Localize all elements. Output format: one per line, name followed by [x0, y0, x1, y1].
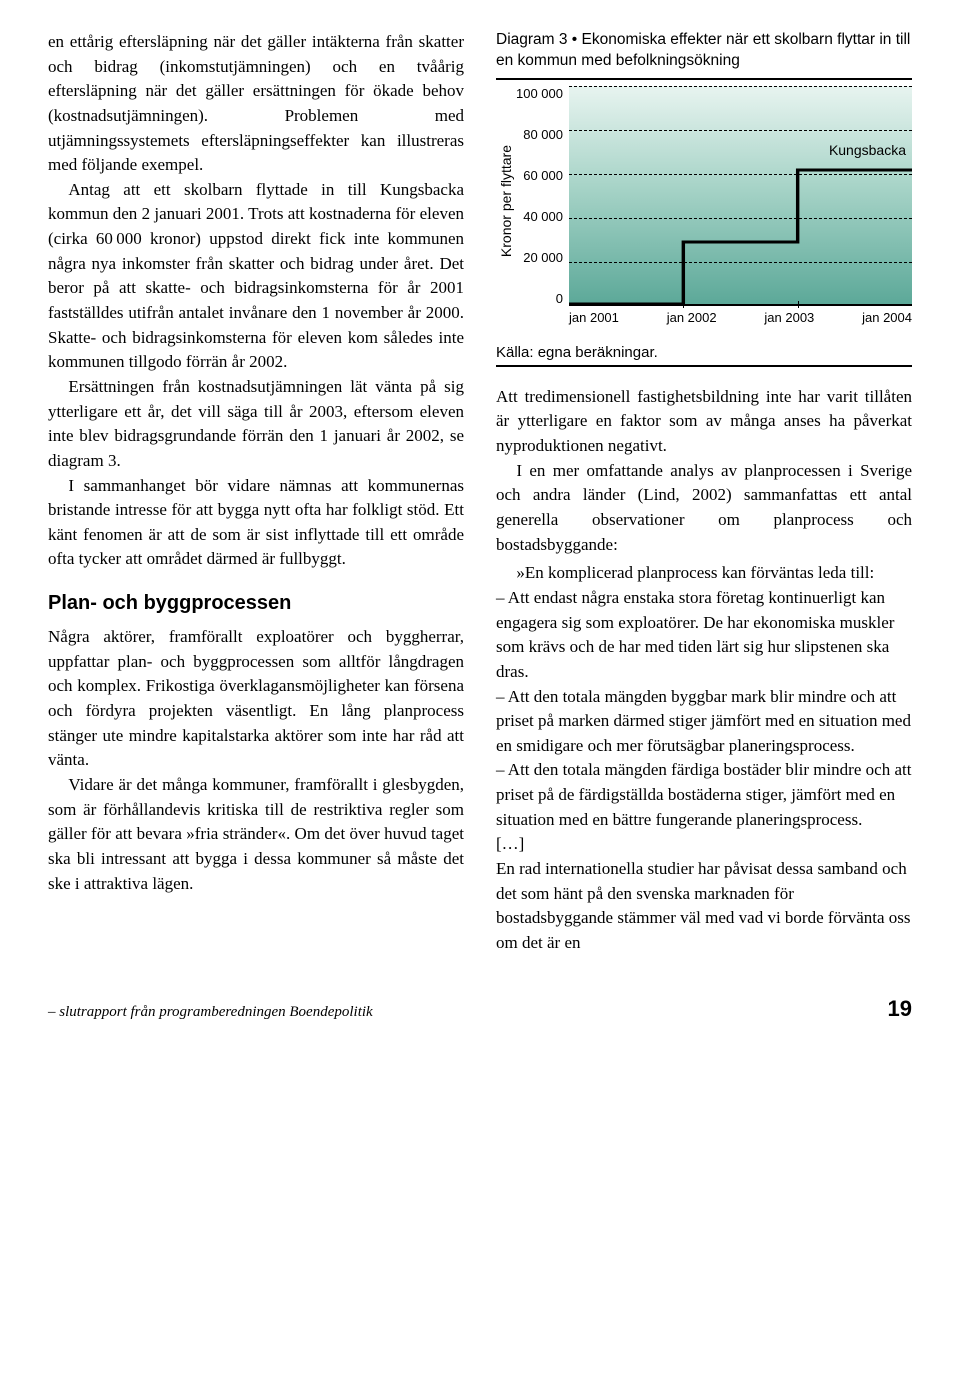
ytick: 100 000 [516, 86, 563, 101]
right-column: Diagram 3 • Ekonomiska effekter när ett … [496, 30, 912, 956]
left-column: en ettårig eftersläpning när det gäller … [48, 30, 464, 956]
paragraph: Vidare är det många kommuner, framförall… [48, 773, 464, 896]
paragraph: Några aktörer, framförallt exploatörer o… [48, 625, 464, 773]
step-series [569, 86, 912, 306]
y-axis-ticks: 100 000 80 000 60 000 40 000 20 000 0 [516, 86, 569, 306]
paragraph: en ettårig eftersläpning när det gäller … [48, 30, 464, 178]
chart-area: Kronor per flyttare 100 000 80 000 60 00… [496, 86, 912, 336]
chart-rule [496, 365, 912, 367]
quote-line: – Att den totala mängden byggbar mark bl… [496, 685, 912, 759]
ytick: 0 [516, 291, 563, 306]
series-label: Kungsbacka [829, 142, 906, 158]
ytick: 80 000 [516, 127, 563, 142]
section-heading: Plan- och byggprocessen [48, 592, 464, 615]
chart-title: Diagram 3 • Ekonomiska effekter när ett … [496, 30, 912, 72]
paragraph: Ersättningen från kostnadsutjämningen lä… [48, 375, 464, 474]
x-axis-ticks: jan 2001 jan 2002 jan 2003 jan 2004 [569, 306, 912, 325]
quote-line: »En komplicerad planprocess kan förvänta… [496, 561, 912, 586]
chart-rule [496, 78, 912, 80]
xtick: jan 2002 [667, 310, 717, 325]
paragraph: Att tredimensionell fastighetsbildning i… [496, 385, 912, 459]
ytick: 60 000 [516, 168, 563, 183]
chart-title-lead: Diagram 3 • [496, 31, 582, 48]
plot-area: Kungsbacka [569, 86, 912, 306]
paragraph: I sammanhanget bör vidare nämnas att kom… [48, 474, 464, 573]
page-number: 19 [888, 996, 912, 1022]
quote-line: – Att den totala mängden färdiga bostäde… [496, 758, 912, 832]
xtick: jan 2004 [862, 310, 912, 325]
xtick: jan 2003 [764, 310, 814, 325]
diagram-3: Diagram 3 • Ekonomiska effekter när ett … [496, 30, 912, 367]
paragraph: Antag att ett skolbarn flyttade in till … [48, 178, 464, 375]
y-axis-label: Kronor per flyttare [496, 145, 516, 257]
ytick: 20 000 [516, 250, 563, 265]
quote-line: – Att endast några enstaka stora företag… [496, 586, 912, 685]
paragraph: I en mer omfattande analys av planproces… [496, 459, 912, 558]
chart-source: Källa: egna beräkningar. [496, 344, 912, 361]
footer-text: – slutrapport från programberedningen Bo… [48, 1004, 373, 1021]
xtick: jan 2001 [569, 310, 619, 325]
quote-line: […] [496, 832, 912, 857]
quote-block: »En komplicerad planprocess kan förvänta… [496, 561, 912, 955]
page-footer: – slutrapport från programberedningen Bo… [48, 996, 912, 1022]
ytick: 40 000 [516, 209, 563, 224]
quote-line: En rad internationella studier har påvis… [496, 857, 912, 956]
